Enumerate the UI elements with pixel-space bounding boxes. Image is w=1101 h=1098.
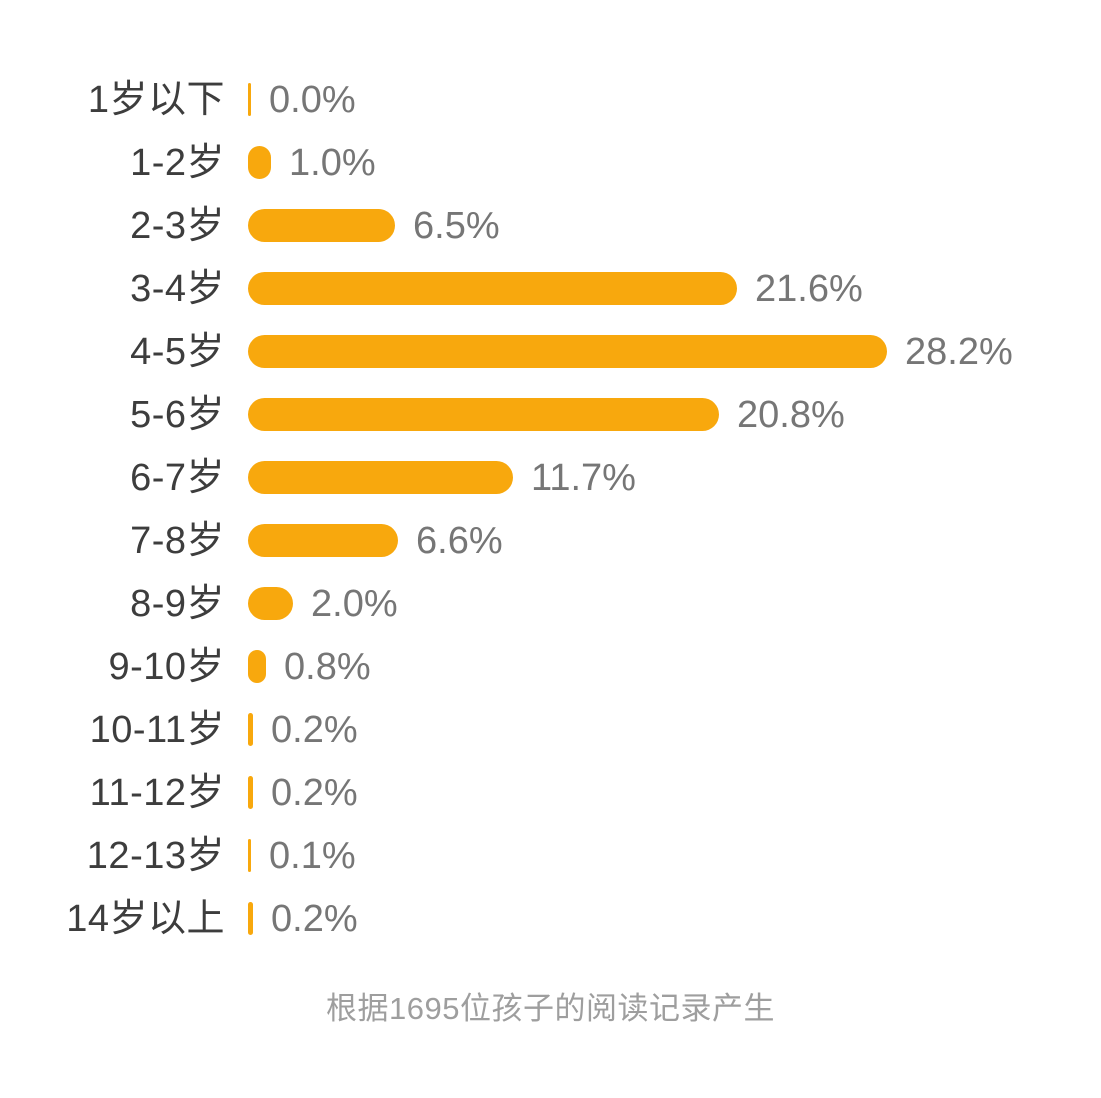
percentage-label: 11.7% — [531, 456, 636, 499]
bar-track: 6.5% — [248, 207, 500, 245]
bar-track: 0.2% — [248, 711, 358, 749]
bar — [248, 146, 271, 179]
age-category-label: 7-8岁 — [130, 519, 225, 562]
bar — [248, 524, 398, 557]
age-category-label: 2-3岁 — [130, 204, 225, 247]
bar — [248, 209, 395, 242]
bar — [248, 335, 887, 368]
bar — [248, 83, 251, 116]
percentage-label: 0.8% — [284, 645, 371, 688]
percentage-label: 2.0% — [311, 582, 398, 625]
chart-row: 3-4岁 21.6% — [0, 257, 1101, 320]
chart-row: 12-13岁 0.1% — [0, 824, 1101, 887]
chart-row: 5-6岁 20.8% — [0, 383, 1101, 446]
chart-footnote: 根据1695位孩子的阅读记录产生 — [326, 991, 775, 1026]
bar — [248, 461, 513, 494]
chart-row: 1岁以下 0.0% — [0, 68, 1101, 131]
age-category-label: 11-12岁 — [89, 771, 225, 814]
age-category-label: 9-10岁 — [108, 645, 225, 688]
chart-row: 11-12岁 0.2% — [0, 761, 1101, 824]
bar-track: 11.7% — [248, 459, 636, 497]
age-category-label: 1-2岁 — [130, 141, 225, 184]
bar-track: 2.0% — [248, 585, 398, 623]
bar — [248, 650, 266, 683]
percentage-label: 1.0% — [289, 141, 376, 184]
chart-row: 8-9岁 2.0% — [0, 572, 1101, 635]
age-category-label: 6-7岁 — [130, 456, 225, 499]
age-distribution-bar-chart: 1岁以下 0.0% 1-2岁 1.0% 2-3岁 6.5% 3-4岁 21.6%… — [0, 68, 1101, 950]
bar-track: 1.0% — [248, 144, 376, 182]
chart-row: 6-7岁 11.7% — [0, 446, 1101, 509]
age-category-label: 1岁以下 — [87, 78, 225, 121]
percentage-label: 6.6% — [416, 519, 503, 562]
bar-track: 28.2% — [248, 333, 1013, 371]
bar-track: 0.8% — [248, 648, 371, 686]
chart-row: 2-3岁 6.5% — [0, 194, 1101, 257]
bar-track: 0.1% — [248, 837, 356, 875]
bar — [248, 272, 737, 305]
percentage-label: 20.8% — [737, 393, 845, 436]
age-category-label: 10-11岁 — [89, 708, 225, 751]
percentage-label: 0.2% — [271, 771, 358, 814]
bar — [248, 839, 251, 872]
age-category-label: 3-4岁 — [130, 267, 225, 310]
bar — [248, 902, 253, 935]
age-category-label: 8-9岁 — [130, 582, 225, 625]
bar — [248, 713, 253, 746]
bar-track: 0.0% — [248, 81, 356, 119]
percentage-label: 21.6% — [755, 267, 863, 310]
percentage-label: 0.2% — [271, 708, 358, 751]
percentage-label: 0.2% — [271, 897, 358, 940]
chart-row: 4-5岁 28.2% — [0, 320, 1101, 383]
chart-row: 7-8岁 6.6% — [0, 509, 1101, 572]
chart-row: 1-2岁 1.0% — [0, 131, 1101, 194]
bar — [248, 398, 719, 431]
bar — [248, 587, 293, 620]
percentage-label: 28.2% — [905, 330, 1013, 373]
percentage-label: 0.1% — [269, 834, 356, 877]
bar-track: 0.2% — [248, 900, 358, 938]
age-category-label: 5-6岁 — [130, 393, 225, 436]
chart-row: 10-11岁 0.2% — [0, 698, 1101, 761]
percentage-label: 6.5% — [413, 204, 500, 247]
age-category-label: 14岁以上 — [66, 897, 225, 940]
bar-track: 20.8% — [248, 396, 845, 434]
bar — [248, 776, 253, 809]
age-category-label: 4-5岁 — [130, 330, 225, 373]
bar-track: 0.2% — [248, 774, 358, 812]
bar-track: 6.6% — [248, 522, 503, 560]
chart-row: 14岁以上 0.2% — [0, 887, 1101, 950]
percentage-label: 0.0% — [269, 78, 356, 121]
bar-track: 21.6% — [248, 270, 863, 308]
chart-row: 9-10岁 0.8% — [0, 635, 1101, 698]
age-category-label: 12-13岁 — [86, 834, 225, 877]
